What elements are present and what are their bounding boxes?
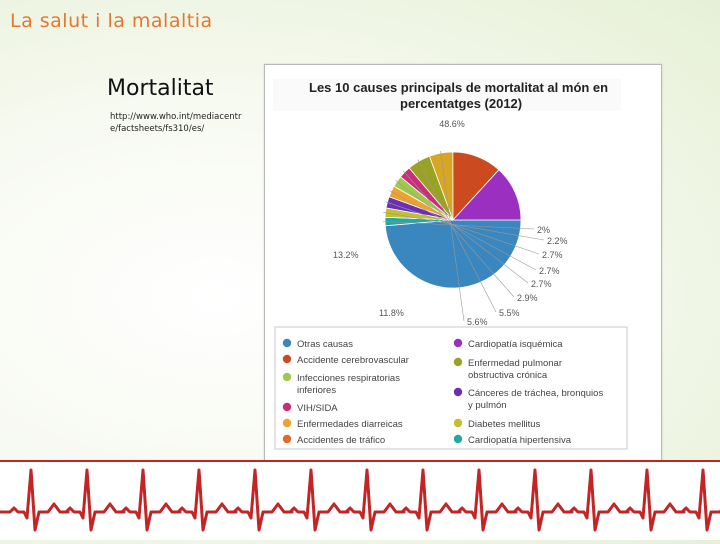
chart-title-line: percentatges (2012) xyxy=(400,96,522,111)
legend-label: inferiores xyxy=(297,385,336,396)
source-link[interactable]: http://www.who.int/mediacentre/factsheet… xyxy=(110,112,242,134)
legend-label: Cardiopatía isquémica xyxy=(468,339,563,350)
slice-data-label: 5.6% xyxy=(467,317,488,327)
slice-leader-line xyxy=(417,159,497,313)
chart-title-background xyxy=(273,79,621,111)
pie-slice xyxy=(384,219,522,289)
legend-marker-icon xyxy=(453,387,463,397)
legend-marker-icon xyxy=(282,418,292,428)
slice-leader-line xyxy=(383,212,545,241)
legend-marker-icon xyxy=(282,338,292,348)
slice-data-label: 2.9% xyxy=(517,293,538,303)
legend-label: VIH/SIDA xyxy=(297,403,338,414)
slice-leader-line xyxy=(385,201,540,255)
slice-data-label: 13.2% xyxy=(333,250,359,260)
legend-marker-icon xyxy=(453,418,463,428)
slice-data-label: 11.8% xyxy=(379,308,404,318)
legend-marker-icon xyxy=(453,357,463,367)
slice-leader-line xyxy=(402,170,515,298)
slice-data-label: 2.7% xyxy=(542,250,563,260)
legend-marker-icon xyxy=(453,338,463,348)
legend-marker-icon xyxy=(282,354,292,364)
legend-marker-icon xyxy=(282,402,292,412)
chart-title-line: Les 10 causes principals de mortalitat a… xyxy=(309,80,608,95)
legend-label: Diabetes mellitus xyxy=(468,419,541,430)
ecg-line-graphic xyxy=(0,468,720,532)
slice-leader-line xyxy=(389,190,537,271)
slice-leader-line xyxy=(440,151,465,322)
legend-label: obstructiva crónica xyxy=(468,370,548,381)
legend-marker-icon xyxy=(453,434,463,444)
slice-leader-line xyxy=(395,180,529,284)
legend-label: Accidentes de tráfico xyxy=(297,435,385,446)
legend-label: Cardiopatía hipertensiva xyxy=(468,435,572,446)
slice-data-label: 5.5% xyxy=(499,308,520,318)
slice-data-label: 2.7% xyxy=(539,266,560,276)
legend-label: Otras causas xyxy=(297,339,353,350)
legend-box xyxy=(274,326,628,450)
slide-subtitle: Mortalitat xyxy=(107,76,214,101)
slide-title: La salut i la malaltia xyxy=(10,10,213,32)
ecg-line xyxy=(0,468,720,532)
slice-data-label: 48.6% xyxy=(439,119,465,129)
chart-panel: Les 10 causes principals de mortalitat a… xyxy=(264,64,662,462)
legend-marker-icon xyxy=(282,372,292,382)
legend-label: Enfermedad pulmonar xyxy=(468,358,562,369)
pie-chart: Les 10 causes principals de mortalitat a… xyxy=(273,79,628,450)
legend-label: y pulmón xyxy=(468,400,507,411)
slice-data-label: 2.2% xyxy=(547,236,568,246)
ecg-heartbeat-strip xyxy=(0,460,720,540)
legend-label: Accidente cerebrovascular xyxy=(297,355,409,366)
slice-data-label: 2.7% xyxy=(531,279,552,289)
legend-marker-icon xyxy=(282,434,292,444)
legend-label: Cánceres de tráchea, bronquios xyxy=(468,388,603,399)
slice-data-label: 2% xyxy=(537,225,550,235)
legend-label: Infecciones respiratorias xyxy=(297,373,400,384)
pie-slice xyxy=(452,169,522,221)
legend-label: Enfermedades diarreicas xyxy=(297,419,403,430)
